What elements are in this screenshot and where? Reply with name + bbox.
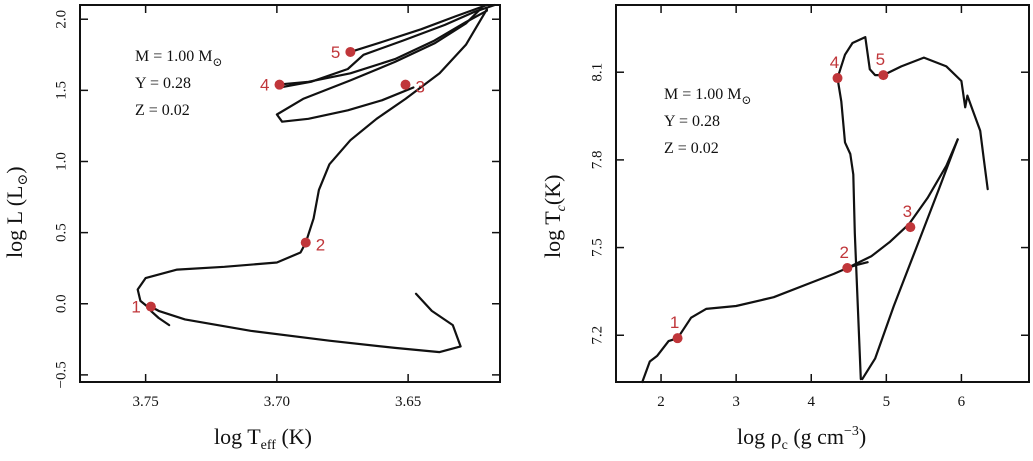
right-marker-4 <box>832 73 843 84</box>
left-series-pre-main-sequence <box>136 241 307 311</box>
right-x-axis-title-close: ) <box>859 424 866 449</box>
right-y-tick-label: 8.1 <box>589 63 605 82</box>
left-y-tick-label: 0.0 <box>53 294 69 313</box>
left-panel: 3.75 3.70 3.65 −0.5 0.0 0.5 1.0 1.5 2.0 1 2 3 4 5 M … <box>2 3 501 453</box>
left-y-axis-title: log L (L⊙) <box>2 166 31 258</box>
left-y-tick-label: 2.0 <box>53 10 69 29</box>
right-annotation-solar-symbol: ⊙ <box>741 93 751 107</box>
right-markers: 1 2 3 4 5 <box>670 50 916 344</box>
left-marker-label-5: 5 <box>331 43 340 62</box>
right-x-axis-title: log ρc (g cm−3) <box>737 424 866 453</box>
left-y-tick-label: −0.5 <box>53 361 69 388</box>
right-marker-3 <box>905 222 916 233</box>
left-annotation-solar-symbol: ⊙ <box>212 55 222 69</box>
right-annotation-mass: M = 1.00 M⊙ <box>664 86 752 107</box>
left-series-evolution <box>149 292 462 354</box>
right-marker-1 <box>672 333 683 344</box>
right-marker-5 <box>878 70 889 81</box>
right-panel: 2 3 4 5 6 7.2 7.5 7.8 8.1 1 2 3 4 5 M = 1.00 M⊙ Y = … <box>540 4 1030 453</box>
left-y-tick-label: 1.5 <box>53 81 69 100</box>
right-y-tick-label: 7.5 <box>589 238 605 257</box>
right-marker-label-3: 3 <box>903 202 912 221</box>
right-marker-label-2: 2 <box>840 243 849 262</box>
right-annotation-metallicity: Z = 0.02 <box>664 140 719 157</box>
left-x-axis-title-subscript: eff <box>261 438 277 453</box>
left-annotation-mass: M = 1.00 M⊙ <box>135 48 223 69</box>
left-annotation-helium: Y = 0.28 <box>135 75 191 92</box>
left-marker-label-2: 2 <box>316 236 325 255</box>
left-y-axis-title-solar-symbol: ⊙ <box>16 174 31 186</box>
right-x-axis-title-superscript: −3 <box>844 424 859 439</box>
left-y-tick-label: 1.0 <box>53 152 69 171</box>
left-x-axis-title: log Teff (K) <box>214 424 312 453</box>
left-annotation-metallicity: Z = 0.02 <box>135 102 190 119</box>
right-plot-frame <box>615 4 1030 383</box>
left-marker-3 <box>400 79 411 90</box>
right-marker-label-5: 5 <box>876 50 885 69</box>
left-marker-1 <box>145 301 156 312</box>
right-y-axis-title: log Tc(K) <box>540 175 569 258</box>
right-series-core-helium-burning <box>836 36 989 191</box>
right-ticks: 2 3 4 5 6 7.2 7.5 7.8 8.1 <box>589 5 1029 410</box>
right-marker-label-1: 1 <box>670 313 679 332</box>
left-series-asymptotic-giant-branch <box>278 3 496 89</box>
left-x-tick-label: 3.65 <box>395 394 421 410</box>
left-marker-2 <box>300 237 311 248</box>
right-x-tick-label: 2 <box>657 394 665 410</box>
right-series-red-giant-branch <box>861 138 959 381</box>
left-marker-4 <box>274 79 285 90</box>
left-marker-label-3: 3 <box>416 78 425 97</box>
left-marker-label-1: 1 <box>131 298 140 317</box>
left-series-red-giant-branch <box>304 8 488 244</box>
left-marker-label-4: 4 <box>260 76 269 95</box>
left-plot-frame <box>79 4 501 383</box>
left-series-asymptotic-giant-branch-upper <box>349 3 488 53</box>
right-x-axis-title-subscript: c <box>782 438 788 453</box>
left-y-axis-title-close: ) <box>2 166 27 173</box>
right-y-axis-title-unit: (K) <box>540 175 565 206</box>
left-x-tick-label: 3.75 <box>133 394 159 410</box>
right-series-helium-flash <box>836 77 862 381</box>
left-x-tick-label: 3.70 <box>264 394 290 410</box>
left-x-axis-title-unit: (K) <box>276 424 312 449</box>
left-ticks: 3.75 3.70 3.65 −0.5 0.0 0.5 1.0 1.5 2.0 <box>53 5 500 410</box>
right-x-tick-label: 6 <box>958 394 966 410</box>
right-annotation-helium: Y = 0.28 <box>664 113 720 130</box>
right-y-tick-label: 7.8 <box>589 151 605 170</box>
right-marker-label-4: 4 <box>830 53 839 72</box>
right-y-axis-title-subscript: c <box>554 204 569 211</box>
left-curves <box>136 3 496 354</box>
right-marker-2 <box>842 263 853 274</box>
left-y-tick-label: 0.5 <box>53 223 69 242</box>
left-marker-5 <box>345 46 356 57</box>
right-x-axis-title-unit: (g cm <box>788 424 844 449</box>
right-x-tick-label: 3 <box>732 394 740 410</box>
left-series-clump-loop <box>275 6 483 123</box>
left-markers: 1 2 3 4 5 <box>131 43 425 317</box>
right-x-tick-label: 4 <box>807 394 815 410</box>
left-series-pre-main-sequence-tail <box>149 309 171 327</box>
right-x-tick-label: 5 <box>883 394 891 410</box>
right-y-tick-label: 7.2 <box>589 326 605 345</box>
